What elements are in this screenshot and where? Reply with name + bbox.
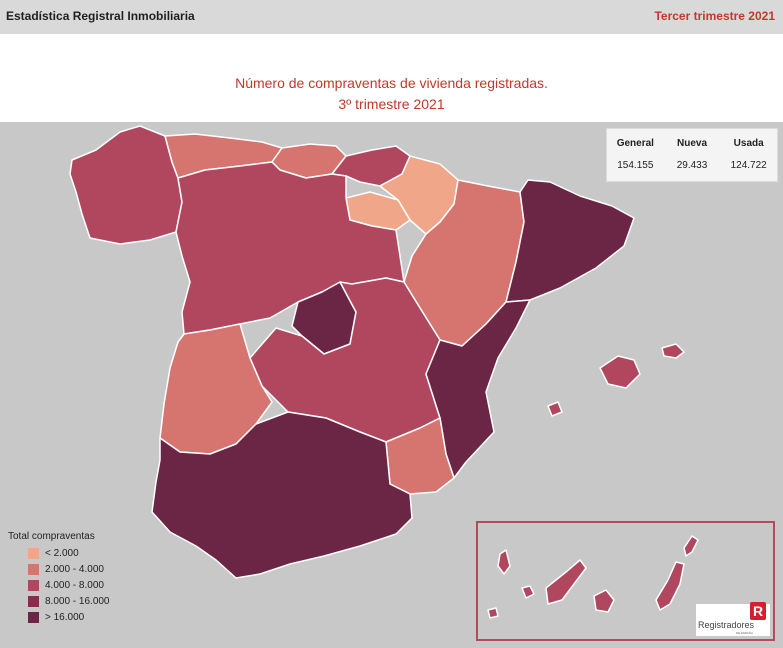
region-cataluna xyxy=(505,179,635,303)
map-area xyxy=(0,122,783,648)
region-canarias-fuerteventura xyxy=(655,561,685,611)
legend-swatch xyxy=(28,611,39,623)
region-andalucia xyxy=(151,411,413,579)
region-canarias-el-hierro xyxy=(487,607,499,619)
region-mallorca xyxy=(599,355,641,389)
legend-item: < 2.000 xyxy=(28,545,110,561)
region-ibiza xyxy=(547,401,563,417)
legend-label: 4.000 - 8.000 xyxy=(45,579,104,591)
legend-swatch xyxy=(28,595,39,607)
region-menorca xyxy=(661,343,685,359)
legend-label: > 16.000 xyxy=(45,611,85,623)
registradores-logo: R Registradores DE ESPAÑA xyxy=(696,602,770,636)
legend-swatch xyxy=(28,563,39,575)
region-comunidad-valenciana xyxy=(425,299,531,479)
spain-map xyxy=(69,125,699,619)
legend-title: Total compraventas xyxy=(8,531,95,542)
logo-subtext: DE ESPAÑA xyxy=(736,631,753,635)
region-canarias-lanzarote xyxy=(683,535,699,557)
header-bar: Estadística Registral Inmobiliaria Terce… xyxy=(0,0,783,34)
stats-value-usada: 124.722 xyxy=(730,160,767,171)
legend-swatch xyxy=(28,547,39,559)
stats-header-usada: Usada xyxy=(733,138,764,149)
legend-swatch xyxy=(28,579,39,591)
period-title: Tercer trimestre 2021 xyxy=(654,9,775,23)
logo-mark: R xyxy=(750,602,766,620)
report-title: Estadística Registral Inmobiliaria xyxy=(6,9,195,23)
logo-text: Registradores xyxy=(698,620,755,630)
stats-value-general: 154.155 xyxy=(617,160,654,171)
canarias-inset-frame xyxy=(476,521,775,641)
stats-value-nueva: 29.433 xyxy=(676,160,708,171)
region-canarias-gran-canaria xyxy=(593,589,615,613)
region-canarias-la-gomera xyxy=(521,585,535,599)
region-canarias-tenerife xyxy=(545,559,587,605)
legend-item: 4.000 - 8.000 xyxy=(28,577,110,593)
legend-item: 8.000 - 16.000 xyxy=(28,593,110,609)
stats-table: General Nueva Usada 154.155 29.433 124.7… xyxy=(606,128,778,182)
region-galicia xyxy=(69,125,183,245)
legend-label: 2.000 - 4.000 xyxy=(45,563,104,575)
map-subtitle: 3º trimestre 2021 xyxy=(338,96,445,112)
legend-item: > 16.000 xyxy=(28,609,110,625)
stats-header-nueva: Nueva xyxy=(677,138,708,149)
legend-label: 8.000 - 16.000 xyxy=(45,595,110,607)
region-canarias-la-palma xyxy=(497,549,511,575)
stats-header-general: General xyxy=(616,138,654,149)
legend-item: 2.000 - 4.000 xyxy=(28,561,110,577)
map-title: Número de compraventas de vivienda regis… xyxy=(235,75,548,91)
legend-label: < 2.000 xyxy=(45,547,79,559)
legend: Total compraventas < 2.000 2.000 - 4.000… xyxy=(8,531,110,625)
